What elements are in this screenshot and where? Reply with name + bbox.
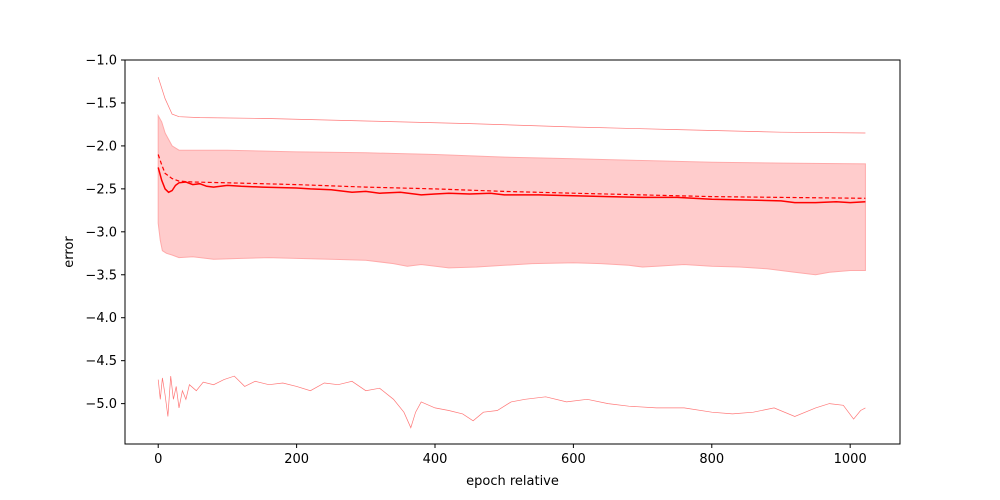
axes-frame	[124, 59, 901, 445]
x-axis-label: epoch relative	[466, 474, 559, 489]
x-tick-label: 1000	[834, 452, 867, 467]
y-tick-label: −1.0	[85, 54, 117, 69]
x-tick-label: 600	[561, 452, 586, 467]
y-tick-label: −2.5	[85, 182, 117, 197]
plot-area	[157, 77, 866, 429]
y-tick-label: −3.0	[85, 225, 117, 240]
y-tick-label: −5.0	[85, 397, 117, 412]
y-tick-label: −4.0	[85, 311, 117, 326]
y-tick-label: −3.5	[85, 268, 117, 283]
y-axis-label: error	[62, 236, 77, 268]
max-line	[157, 77, 866, 134]
axis-ticks: 0 200 400 600 800 1000 −1.0 −1.5 −2.0 −2.5 −3.0 −3.…	[85, 54, 866, 468]
y-tick-label: −1.5	[85, 96, 117, 111]
x-tick-label: 400	[423, 452, 448, 467]
x-tick-label: 200	[284, 452, 309, 467]
y-tick-label: −2.0	[85, 139, 117, 154]
median-line	[157, 167, 866, 204]
y-tick-label: −4.5	[85, 354, 117, 369]
min-line	[157, 375, 866, 429]
x-tick-label: 0	[154, 452, 162, 467]
mean-line	[157, 154, 866, 199]
x-tick-label: 800	[699, 452, 724, 467]
